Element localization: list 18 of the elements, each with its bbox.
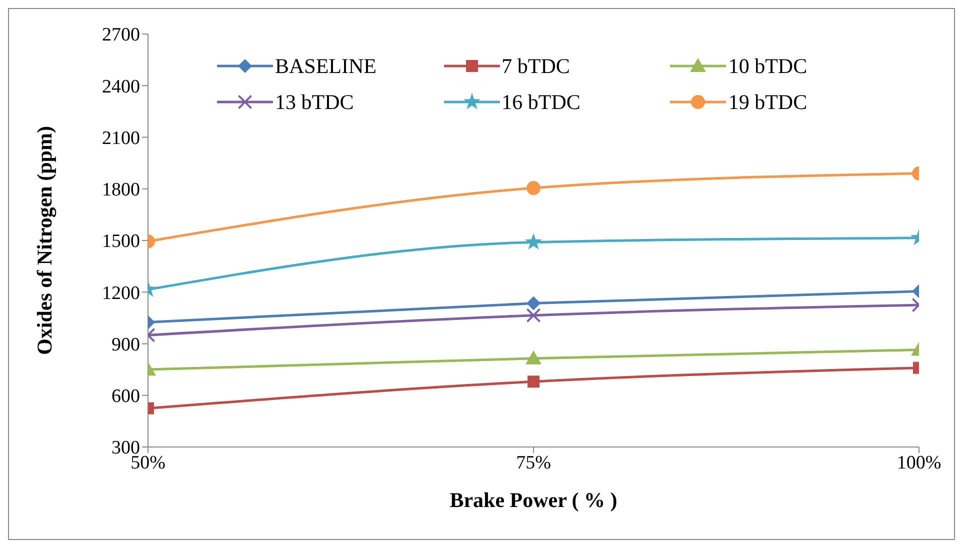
legend-label: 10 bTDC [728, 54, 808, 78]
y-tick-label: 2100 [102, 128, 140, 149]
legend-label: 7 bTDC [502, 54, 570, 78]
y-tick-label: 1200 [102, 282, 140, 304]
x-tick-label: 75% [516, 452, 552, 474]
x-axis-title: Brake Power ( % ) [450, 488, 618, 512]
y-tick-label: 1800 [102, 180, 140, 201]
y-tick-label: 600 [112, 386, 140, 408]
y-axis-title: Oxides of Nitrogen (ppm) [32, 126, 56, 355]
legend-label: BASELINE [275, 54, 376, 78]
legend-label: 19 bTDC [728, 90, 808, 114]
legend-label: 13 bTDC [275, 90, 354, 114]
x-tick-label: 100% [896, 452, 942, 474]
legend-label: 16 bTDC [502, 90, 580, 114]
y-tick-label: 2700 [102, 24, 140, 46]
y-tick-label: 1500 [102, 231, 140, 252]
y-tick-label: 900 [112, 334, 140, 356]
y-tick-label: 2400 [102, 76, 140, 98]
